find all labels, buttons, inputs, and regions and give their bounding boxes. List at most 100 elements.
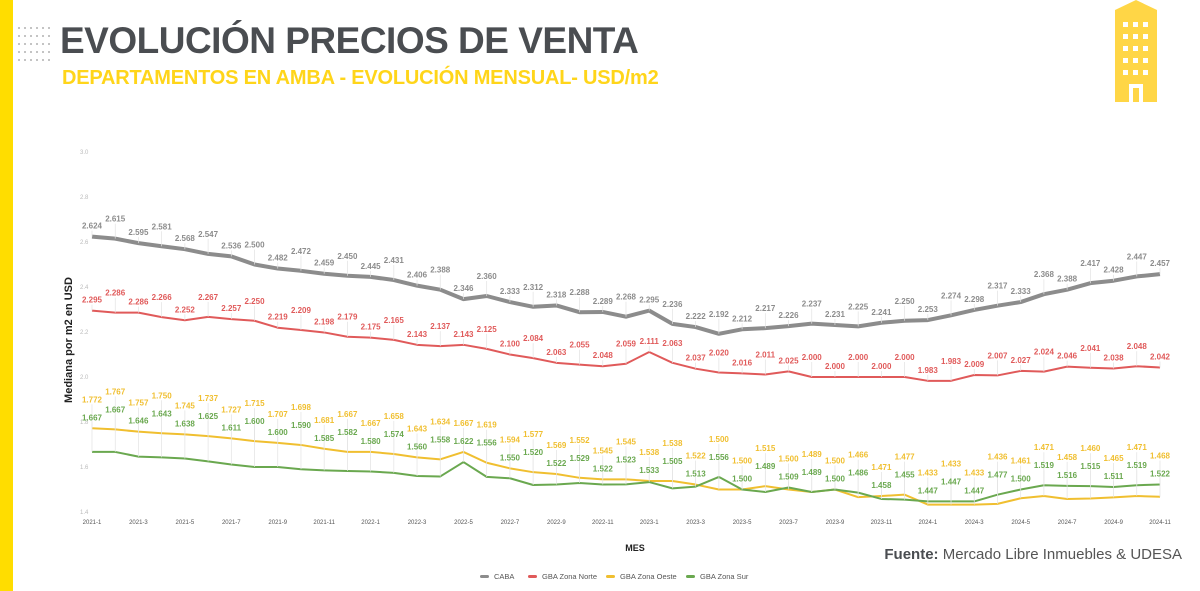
data-label: 2.445 bbox=[361, 262, 382, 271]
data-label: 1.436 bbox=[987, 453, 1008, 462]
data-label: 2.198 bbox=[314, 317, 335, 326]
accent-bar bbox=[0, 0, 13, 591]
data-label: 2.482 bbox=[268, 254, 289, 263]
y-axis-label: Mediana por m2 en USD bbox=[63, 277, 75, 403]
data-label: 1.513 bbox=[686, 470, 707, 479]
data-label: 1.983 bbox=[941, 357, 962, 366]
data-label: 2.536 bbox=[221, 241, 242, 250]
data-label: 1.519 bbox=[1127, 461, 1148, 470]
x-tick-label: 2023-9 bbox=[826, 520, 845, 526]
x-tick-label: 2022-1 bbox=[361, 520, 380, 526]
data-label: 2.175 bbox=[361, 323, 382, 332]
data-label: 2.042 bbox=[1150, 353, 1171, 362]
legend-swatch bbox=[686, 575, 695, 578]
data-label: 1.500 bbox=[779, 454, 800, 463]
data-label: 1.471 bbox=[1127, 443, 1148, 452]
data-label: 1.560 bbox=[407, 442, 428, 451]
x-tick-label: 2023-3 bbox=[686, 520, 705, 526]
data-label: 2.472 bbox=[291, 247, 312, 256]
y-tick-label: 1.4 bbox=[80, 510, 89, 516]
x-tick-label: 2023-11 bbox=[871, 520, 893, 526]
dot-grid-icon bbox=[16, 24, 54, 62]
page-title: EVOLUCIÓN PRECIOS DE VENTA bbox=[60, 20, 639, 61]
source-label: Fuente: bbox=[884, 546, 939, 563]
data-label: 2.027 bbox=[1011, 356, 1032, 365]
data-label: 1.538 bbox=[662, 439, 683, 448]
data-label: 1.468 bbox=[1150, 452, 1171, 461]
data-label: 2.333 bbox=[1011, 287, 1032, 296]
data-label: 1.489 bbox=[802, 468, 823, 477]
legend-swatch bbox=[606, 575, 615, 578]
data-label: 2.241 bbox=[871, 308, 892, 317]
data-label: 2.055 bbox=[570, 341, 591, 350]
data-label: 1.667 bbox=[453, 419, 474, 428]
data-label: 1.737 bbox=[198, 394, 219, 403]
data-label: 2.500 bbox=[245, 241, 266, 250]
data-label: 1.516 bbox=[1057, 471, 1078, 480]
y-tick-label: 2.2 bbox=[80, 330, 89, 336]
data-label: 1.643 bbox=[407, 424, 428, 433]
x-tick-label: 2024-1 bbox=[918, 520, 937, 526]
data-label: 1.433 bbox=[964, 468, 985, 477]
x-tick-label: 2021-7 bbox=[222, 520, 241, 526]
data-label: 1.447 bbox=[964, 486, 985, 495]
data-label: 1.447 bbox=[941, 477, 962, 486]
data-label: 1.489 bbox=[802, 450, 823, 459]
x-tick-label: 2022-9 bbox=[547, 520, 566, 526]
data-label: 2.025 bbox=[779, 356, 800, 365]
x-tick-label: 2022-7 bbox=[501, 520, 520, 526]
data-label: 1.643 bbox=[152, 409, 173, 418]
data-label: 2.041 bbox=[1080, 344, 1101, 353]
data-label: 1.625 bbox=[198, 412, 219, 421]
data-label: 2.581 bbox=[152, 222, 173, 231]
data-label: 1.745 bbox=[175, 401, 196, 410]
data-label: 2.568 bbox=[175, 234, 196, 243]
data-label: 1.600 bbox=[268, 428, 289, 437]
data-label: 2.000 bbox=[871, 362, 892, 371]
data-label: 1.638 bbox=[175, 419, 196, 428]
data-label: 1.550 bbox=[500, 453, 521, 462]
data-label: 1.433 bbox=[918, 468, 939, 477]
data-label: 1.658 bbox=[384, 412, 405, 421]
data-label: 1.500 bbox=[732, 475, 753, 484]
data-label: 2.059 bbox=[616, 340, 637, 349]
data-label: 1.594 bbox=[500, 435, 521, 444]
data-label: 2.024 bbox=[1034, 348, 1055, 357]
data-label: 2.143 bbox=[453, 330, 474, 339]
data-label: 1.522 bbox=[593, 464, 614, 473]
data-label: 2.100 bbox=[500, 340, 521, 349]
data-label: 1.500 bbox=[709, 435, 730, 444]
legend-item: GBA Zona Oeste bbox=[620, 572, 677, 581]
data-label: 1.455 bbox=[895, 471, 916, 480]
x-tick-label: 2021-3 bbox=[129, 520, 148, 526]
data-label: 1.505 bbox=[662, 457, 683, 466]
data-label: 2.406 bbox=[407, 271, 428, 280]
data-label: 1.515 bbox=[755, 444, 776, 453]
data-label: 2.250 bbox=[245, 297, 266, 306]
data-label: 2.457 bbox=[1150, 259, 1171, 268]
data-label: 2.459 bbox=[314, 259, 335, 268]
data-label: 1.983 bbox=[918, 366, 939, 375]
x-tick-label: 2023-7 bbox=[779, 520, 798, 526]
legend-swatch bbox=[480, 575, 489, 578]
data-label: 2.450 bbox=[337, 252, 358, 261]
x-tick-label: 2023-5 bbox=[733, 520, 752, 526]
data-label: 1.522 bbox=[546, 459, 567, 468]
data-label: 2.111 bbox=[640, 337, 660, 346]
legend-item: GBA Zona Sur bbox=[700, 572, 749, 581]
data-label: 2.063 bbox=[662, 339, 683, 348]
data-label: 2.225 bbox=[848, 302, 869, 311]
data-label: 1.558 bbox=[430, 435, 451, 444]
data-label: 2.222 bbox=[686, 312, 707, 321]
x-tick-label: 2022-11 bbox=[592, 520, 614, 526]
data-label: 1.569 bbox=[546, 441, 567, 450]
data-label: 2.252 bbox=[175, 305, 196, 314]
data-label: 2.318 bbox=[546, 290, 567, 299]
data-label: 1.466 bbox=[848, 451, 869, 460]
data-label: 1.477 bbox=[987, 471, 1008, 480]
data-label: 1.522 bbox=[1150, 470, 1171, 479]
data-label: 2.295 bbox=[639, 296, 660, 305]
data-label: 2.274 bbox=[941, 291, 962, 300]
data-label: 2.007 bbox=[987, 351, 1008, 360]
data-label: 2.428 bbox=[1104, 266, 1125, 275]
